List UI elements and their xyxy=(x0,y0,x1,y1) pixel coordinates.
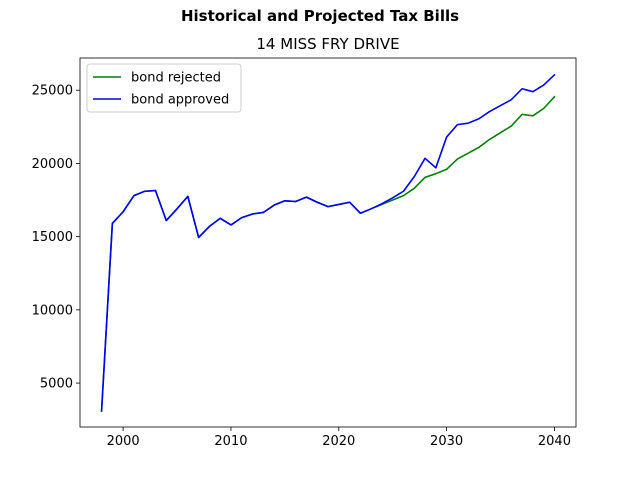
series-lines xyxy=(100,73,556,412)
chart-title: Historical and Projected Tax Bills xyxy=(180,7,460,25)
legend: bond rejected bond approved xyxy=(86,63,242,113)
plot-frame xyxy=(79,57,577,428)
plot-area xyxy=(80,58,576,427)
y-tick-label: 5000 xyxy=(40,377,73,392)
legend-box xyxy=(86,63,242,113)
legend-label: bond approved xyxy=(131,93,229,108)
y-tick-label: 15000 xyxy=(32,230,73,245)
series-line-bond-approved xyxy=(100,73,556,412)
chart-subtitle: 14 MISS FRY DRIVE xyxy=(256,35,400,53)
x-axis-ticks: 2000 2010 2020 2030 2040 xyxy=(107,427,571,449)
y-tick-label: 20000 xyxy=(32,157,73,172)
y-tick-label: 10000 xyxy=(32,303,73,318)
y-tick-label: 25000 xyxy=(32,84,73,99)
x-tick-label: 2030 xyxy=(430,434,463,449)
x-tick-label: 2020 xyxy=(322,434,355,449)
x-tick-label: 2000 xyxy=(107,434,140,449)
x-tick-label: 2010 xyxy=(214,434,247,449)
legend-label: bond rejected xyxy=(131,71,221,86)
x-tick-label: 2040 xyxy=(538,434,571,449)
y-axis-ticks: 5000 10000 15000 20000 25000 xyxy=(32,84,80,392)
